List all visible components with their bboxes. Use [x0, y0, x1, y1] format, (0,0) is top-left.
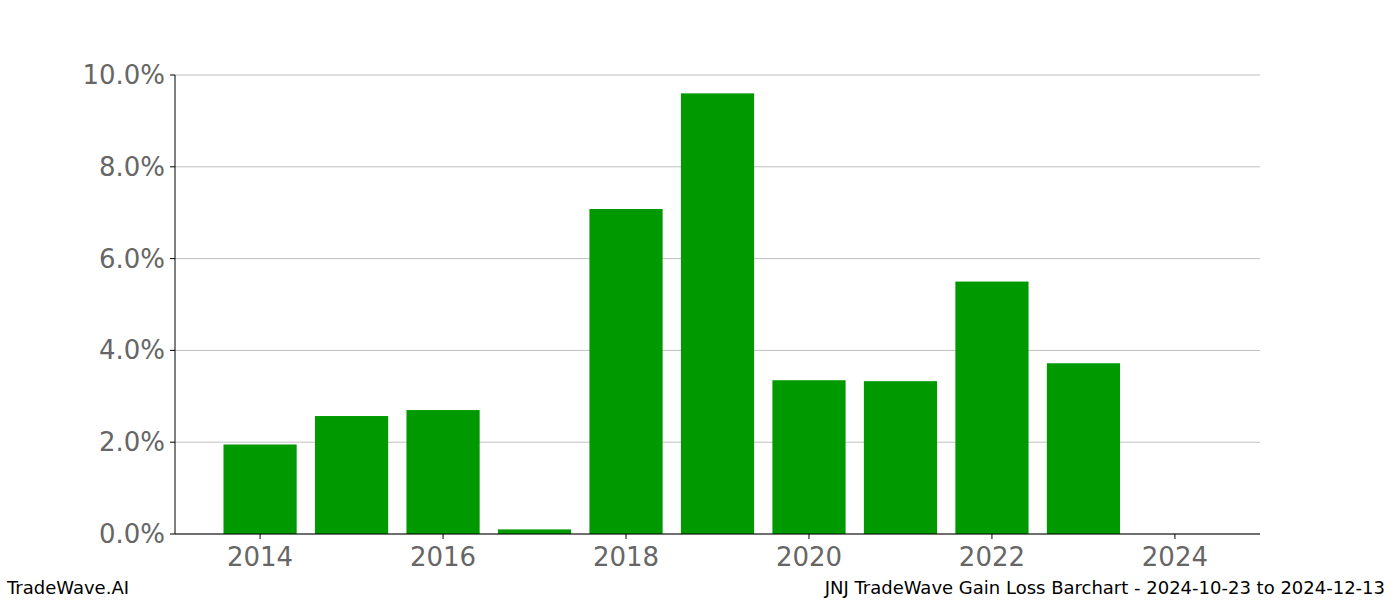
y-tick	[170, 258, 175, 259]
bar	[406, 410, 479, 534]
y-tick-label: 4.0%	[99, 335, 165, 365]
y-tick	[170, 442, 175, 443]
y-tick	[170, 534, 175, 535]
x-tick-label: 2020	[776, 542, 842, 572]
grid-line	[175, 75, 1260, 76]
bar	[955, 282, 1028, 534]
x-axis	[175, 534, 1260, 535]
x-tick-label: 2022	[959, 542, 1025, 572]
bar	[864, 381, 937, 534]
y-tick	[170, 350, 175, 351]
x-tick-label: 2024	[1142, 542, 1208, 572]
bar	[589, 209, 662, 534]
bar	[1047, 363, 1120, 534]
x-tick	[626, 534, 627, 539]
y-tick-label: 0.0%	[99, 519, 165, 549]
x-tick-label: 2018	[593, 542, 659, 572]
bars	[223, 93, 1120, 534]
x-tick	[991, 534, 992, 539]
chart: 0.0% 2.0% 4.0% 6.0% 8.0% 10.0% 2014 2016 2018 202…	[0, 0, 1400, 600]
grid-line	[175, 534, 1260, 535]
x-tick	[1174, 534, 1175, 539]
y-tick	[170, 75, 175, 76]
brand: TradeWave.AI	[6, 577, 129, 598]
x-tick	[260, 534, 261, 539]
bar	[772, 380, 845, 534]
y-tick-label: 2.0%	[99, 427, 165, 457]
x-tick-label: 2016	[410, 542, 476, 572]
x-tick	[443, 534, 444, 539]
bar	[681, 93, 754, 534]
y-tick-label: 8.0%	[99, 152, 165, 182]
x-tick	[808, 534, 809, 539]
title: JNJ TradeWave Gain Loss Barchart - 2024-…	[824, 577, 1385, 598]
y-tick-label: 6.0%	[99, 244, 165, 274]
y-axis	[175, 75, 176, 534]
y-tick	[170, 166, 175, 167]
x-tick-label: 2014	[227, 542, 293, 572]
bar	[223, 444, 296, 534]
bar	[498, 529, 571, 534]
y-tick-label: 10.0%	[82, 60, 165, 90]
bar	[315, 416, 388, 534]
